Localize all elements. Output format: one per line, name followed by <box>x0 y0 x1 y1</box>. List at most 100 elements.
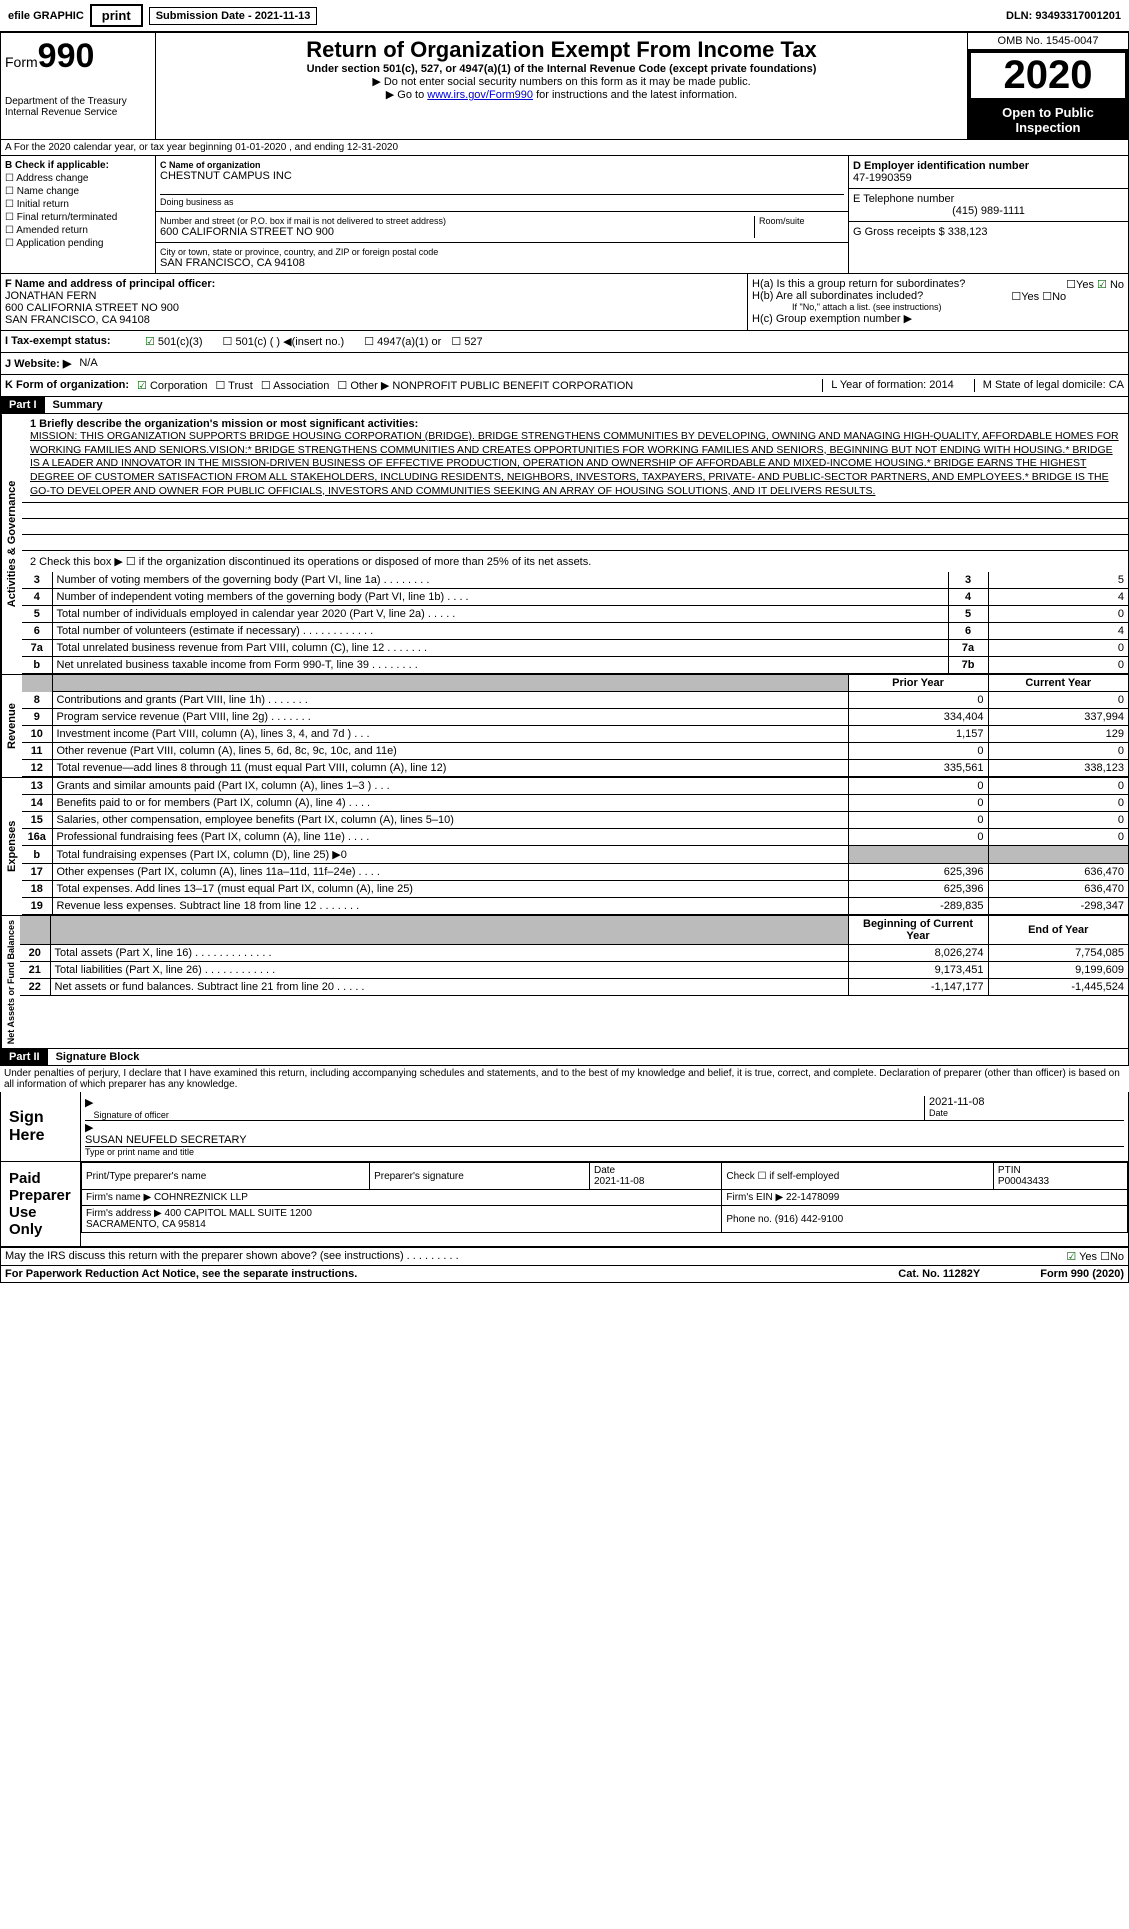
prep-col-sig: Preparer's signature <box>370 1163 590 1190</box>
k-trust[interactable]: Trust <box>228 380 253 392</box>
discuss-no[interactable]: No <box>1110 1251 1124 1263</box>
status-501c3[interactable]: 501(c)(3) <box>145 335 203 348</box>
paid-preparer-label: Paid Preparer Use Only <box>1 1162 81 1246</box>
print-button[interactable]: print <box>90 4 143 27</box>
part1-header-row: Part I Summary <box>0 397 1129 414</box>
governance-table: 3Number of voting members of the governi… <box>22 572 1128 674</box>
prep-col-ptin: PTINP00043433 <box>993 1163 1127 1190</box>
dln-label: DLN: 93493317001201 <box>1006 10 1121 22</box>
prep-col-date: Date2021-11-08 <box>590 1163 722 1190</box>
status-4947[interactable]: 4947(a)(1) or <box>377 336 441 348</box>
governance-section: Activities & Governance 1 Briefly descri… <box>0 414 1129 675</box>
end-year-header: End of Year <box>988 916 1128 945</box>
hb-note: If "No," attach a list. (see instruction… <box>752 302 1124 312</box>
k-assoc[interactable]: Association <box>273 380 329 392</box>
m-state: M State of legal domicile: CA <box>974 379 1124 392</box>
name-caption: Type or print name and title <box>85 1146 1124 1157</box>
form-header: Form990 Department of the Treasury Inter… <box>0 32 1129 140</box>
blank-line <box>22 535 1128 551</box>
department-label: Department of the Treasury Internal Reve… <box>5 96 151 118</box>
efile-label: efile GRAPHIC <box>8 10 84 22</box>
l-year: L Year of formation: 2014 <box>822 379 954 392</box>
firm-addr-cell: Firm's address ▶ 400 CAPITOL MALL SUITE … <box>82 1206 722 1233</box>
org-name-label: C Name of organization <box>160 160 844 170</box>
sig-officer-caption: Signature of officer <box>93 1096 924 1120</box>
table-row: 4Number of independent voting members of… <box>22 589 1128 606</box>
table-row: 13Grants and similar amounts paid (Part … <box>22 778 1128 795</box>
line2-checkbox: 2 Check this box ▶ ☐ if the organization… <box>22 551 1128 572</box>
status-527[interactable]: 527 <box>464 336 482 348</box>
net-assets-table: Beginning of Current Year End of Year 20… <box>20 916 1128 996</box>
paperwork-notice: For Paperwork Reduction Act Notice, see … <box>5 1268 357 1280</box>
website-value: N/A <box>79 357 97 370</box>
top-bar: efile GRAPHIC print Submission Date - 20… <box>0 0 1129 32</box>
k-org-row: K Form of organization: Corporation ☐ Tr… <box>0 375 1129 397</box>
table-row: 12Total revenue—add lines 8 through 11 (… <box>22 760 1128 777</box>
firm-ein-cell: Firm's EIN ▶ 22-1478099 <box>722 1190 1128 1206</box>
hc-label: H(c) Group exemption number ▶ <box>752 312 1124 325</box>
table-row: 17Other expenses (Part IX, column (A), l… <box>22 864 1128 881</box>
col-b-label: B Check if applicable: <box>5 160 151 171</box>
website-row: J Website: ▶ N/A <box>0 353 1129 375</box>
mission-text: MISSION: THIS ORGANIZATION SUPPORTS BRID… <box>30 430 1120 498</box>
status-501c[interactable]: 501(c) ( ) ◀(insert no.) <box>235 336 344 348</box>
vert-expenses: Expenses <box>1 778 22 915</box>
check-address-change[interactable]: Address change <box>5 173 151 184</box>
vert-governance: Activities & Governance <box>1 414 22 674</box>
form-ref: Form 990 (2020) <box>1040 1268 1124 1280</box>
table-row: 11Other revenue (Part VIII, column (A), … <box>22 743 1128 760</box>
footer-row: For Paperwork Reduction Act Notice, see … <box>0 1266 1129 1283</box>
org-info-block: B Check if applicable: Address change Na… <box>0 156 1129 274</box>
discuss-question: May the IRS discuss this return with the… <box>5 1250 459 1263</box>
phone-label: E Telephone number <box>853 193 1124 205</box>
k-corp[interactable]: Corporation <box>137 379 207 392</box>
check-name-change[interactable]: Name change <box>5 186 151 197</box>
firm-phone-cell: Phone no. (916) 442-9100 <box>722 1206 1128 1233</box>
officer-addr1: 600 CALIFORNIA STREET NO 900 <box>5 302 743 314</box>
part1-title: Summary <box>45 397 111 413</box>
sign-here-label: Sign Here <box>1 1092 81 1161</box>
table-row: 8Contributions and grants (Part VIII, li… <box>22 692 1128 709</box>
goto-note: ▶ Go to www.irs.gov/Form990 for instruct… <box>160 88 963 101</box>
vert-net-assets: Net Assets or Fund Balances <box>1 916 20 1048</box>
current-year-header: Current Year <box>988 675 1128 692</box>
vert-revenue: Revenue <box>1 675 22 777</box>
table-row: 20Total assets (Part X, line 16) . . . .… <box>20 945 1128 962</box>
hb-question: H(b) Are all subordinates included? ☐Yes… <box>752 290 1124 302</box>
check-amended[interactable]: Amended return <box>5 225 151 236</box>
check-initial-return[interactable]: Initial return <box>5 199 151 210</box>
phone-value: (415) 989-1111 <box>853 205 1124 217</box>
part2-label: Part II <box>1 1049 48 1065</box>
prep-col-self: Check ☐ if self-employed <box>722 1163 994 1190</box>
form-prefix: Form <box>5 54 38 70</box>
discuss-row: May the IRS discuss this return with the… <box>0 1248 1129 1266</box>
gross-receipts: G Gross receipts $ 338,123 <box>849 222 1128 242</box>
begin-year-header: Beginning of Current Year <box>848 916 988 945</box>
table-header-row: Prior Year Current Year <box>22 675 1128 692</box>
check-application-pending[interactable]: Application pending <box>5 238 151 249</box>
k-other[interactable]: Other ▶ <box>350 380 389 392</box>
discuss-yes[interactable]: Yes <box>1066 1251 1097 1263</box>
omb-number: OMB No. 1545-0047 <box>968 33 1128 50</box>
table-row: 21Total liabilities (Part X, line 26) . … <box>20 962 1128 979</box>
ssn-note: ▶ Do not enter social security numbers o… <box>160 75 963 88</box>
tax-status-row: I Tax-exempt status: 501(c)(3) ☐ 501(c) … <box>0 331 1129 353</box>
org-name: CHESTNUT CAMPUS INC <box>160 170 844 182</box>
revenue-table: Prior Year Current Year 8Contributions a… <box>22 675 1128 777</box>
mission-label: 1 Briefly describe the organization's mi… <box>30 418 1120 430</box>
part1-label: Part I <box>1 397 45 413</box>
revenue-section: Revenue Prior Year Current Year 8Contrib… <box>0 675 1129 778</box>
prep-col-name: Print/Type preparer's name <box>82 1163 370 1190</box>
k-label: K Form of organization: <box>5 379 129 392</box>
city-label: City or town, state or province, country… <box>160 247 844 257</box>
officer-name: JONATHAN FERN <box>5 290 743 302</box>
form-subtitle: Under section 501(c), 527, or 4947(a)(1)… <box>160 63 963 75</box>
table-row: 15Salaries, other compensation, employee… <box>22 812 1128 829</box>
table-row: bTotal fundraising expenses (Part IX, co… <box>22 846 1128 864</box>
addr-label: Number and street (or P.O. box if mail i… <box>160 216 754 226</box>
check-final-return[interactable]: Final return/terminated <box>5 212 151 223</box>
preparer-table: Print/Type preparer's name Preparer's si… <box>81 1162 1128 1233</box>
open-public-label: Open to Public Inspection <box>968 101 1128 139</box>
irs-link[interactable]: www.irs.gov/Form990 <box>427 89 533 101</box>
website-label: J Website: ▶ <box>5 357 71 370</box>
